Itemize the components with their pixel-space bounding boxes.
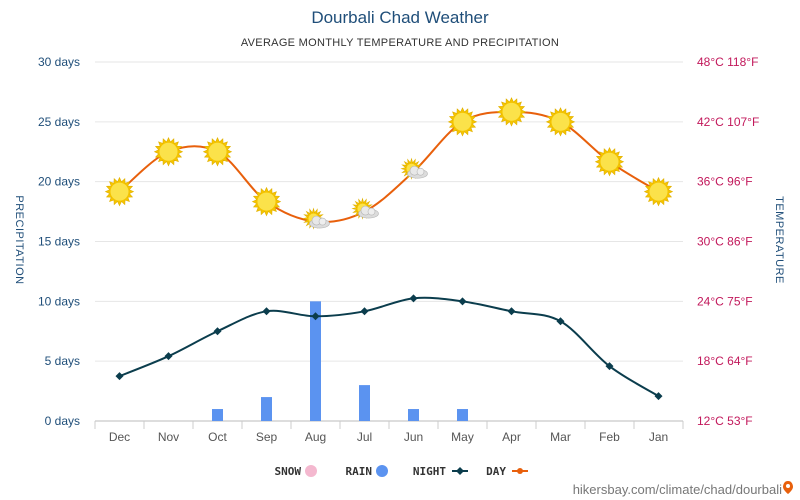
right-axis-ticks: 12°C 53°F 18°C 64°F 24°C 75°F 30°C 86°F 36°C… xyxy=(697,55,759,428)
legend-item-rain[interactable]: RAIN xyxy=(346,465,389,478)
day-temperature-line xyxy=(118,110,660,223)
night-point xyxy=(213,327,222,336)
left-tick-label: 25 days xyxy=(38,115,80,129)
left-tick-label: 10 days xyxy=(38,294,80,308)
left-axis-ticks: 0 days 5 days 10 days 15 days 20 days 25 days… xyxy=(38,55,80,428)
x-tick-label: Jul xyxy=(357,430,372,444)
cloud-puff xyxy=(367,207,376,216)
night-point xyxy=(360,307,369,316)
sun-icon xyxy=(251,186,282,217)
night-point xyxy=(507,307,516,316)
x-tick-label: Apr xyxy=(502,430,521,444)
sun-icon xyxy=(545,107,576,137)
sun-cloud-icon xyxy=(400,157,428,180)
left-tick-label: 5 days xyxy=(45,354,80,368)
right-tick-label: 48°C 118°F xyxy=(697,55,758,69)
legend-item-night[interactable]: NIGHT xyxy=(413,465,468,478)
sun-disc xyxy=(502,102,521,121)
x-tick-label: Feb xyxy=(599,430,620,444)
temperature-lines xyxy=(115,110,663,401)
right-tick-label: 12°C 53°F xyxy=(697,414,753,428)
weather-icons xyxy=(104,97,674,230)
x-tick-label: May xyxy=(451,430,474,444)
rain-bar xyxy=(408,409,419,421)
right-tick-label: 18°C 64°F xyxy=(697,354,753,368)
right-tick-label: 42°C 107°F xyxy=(697,115,759,129)
sun-icon xyxy=(447,107,478,137)
legend-item-day[interactable]: DAY xyxy=(486,465,528,478)
legend: DAY NIGHT RAIN SNOW xyxy=(275,465,528,478)
night-point xyxy=(654,392,663,401)
rain-bar xyxy=(457,409,468,421)
night-point xyxy=(556,317,565,326)
grid-lines xyxy=(94,61,684,429)
right-tick-label: 24°C 75°F xyxy=(697,294,753,308)
source-link[interactable]: hikersbay.com/climate/chad/dourbali xyxy=(573,482,782,497)
x-tick-label: Jun xyxy=(404,430,423,444)
legend-label-night: NIGHT xyxy=(413,465,446,478)
sun-icon xyxy=(496,97,527,127)
x-tick-label: Dec xyxy=(109,430,130,444)
chart-title: Dourbali Chad Weather xyxy=(311,8,489,27)
sun-disc xyxy=(110,182,129,201)
x-tick-label: Aug xyxy=(305,430,326,444)
night-point xyxy=(164,352,173,361)
sun-disc xyxy=(159,142,178,161)
left-tick-label: 15 days xyxy=(38,235,80,249)
sun-icon xyxy=(594,147,625,177)
night-point xyxy=(262,307,271,316)
rain-bar xyxy=(310,301,321,421)
legend-item-snow[interactable]: SNOW xyxy=(275,465,318,478)
legend-label-day: DAY xyxy=(486,465,506,478)
sun-cloud-icon xyxy=(302,207,330,230)
sun-icon xyxy=(104,176,135,207)
x-tick-label: Oct xyxy=(208,430,227,444)
night-point xyxy=(605,362,614,371)
left-axis-title: PRECIPITATION xyxy=(13,195,25,284)
rain-bar xyxy=(261,397,272,421)
sun-disc xyxy=(600,152,619,171)
sun-icon xyxy=(643,176,674,207)
x-tick-label: Sep xyxy=(256,430,278,444)
night-point xyxy=(311,312,320,321)
cloud-puff xyxy=(416,167,425,176)
right-tick-label: 36°C 96°F xyxy=(697,175,753,189)
right-tick-label: 30°C 86°F xyxy=(697,235,753,249)
x-axis-ticks: Jan Feb Mar Apr May Jun Jul Aug Sep Oct Nov Dec xyxy=(109,430,668,444)
legend-label-rain: RAIN xyxy=(346,465,373,478)
sun-icon xyxy=(153,137,184,167)
sun-disc xyxy=(649,182,668,201)
night-point xyxy=(115,372,124,381)
chart-subtitle: AVERAGE MONTHLY TEMPERATURE AND PRECIPIT… xyxy=(241,37,559,49)
sun-disc xyxy=(551,112,570,131)
sun-icon xyxy=(202,137,233,167)
left-tick-label: 30 days xyxy=(38,55,80,69)
night-temperature-line xyxy=(119,296,660,397)
legend-label-snow: SNOW xyxy=(275,465,302,478)
left-tick-label: 0 days xyxy=(45,414,80,428)
rain-bars xyxy=(212,301,468,421)
night-point xyxy=(409,294,418,303)
left-tick-label: 20 days xyxy=(38,175,80,189)
right-axis-title: TEMPERATURE xyxy=(773,196,785,284)
rain-bar xyxy=(359,385,370,421)
sun-disc xyxy=(453,112,472,131)
location-pin-icon xyxy=(783,481,793,494)
x-tick-label: Jan xyxy=(649,430,668,444)
cloud-puff xyxy=(318,217,327,226)
sun-disc xyxy=(208,142,227,161)
night-point xyxy=(458,297,467,306)
rain-bar xyxy=(212,409,223,421)
sun-cloud-icon xyxy=(351,197,379,220)
x-tick-label: Nov xyxy=(158,430,179,444)
x-tick-label: Mar xyxy=(550,430,571,444)
sun-disc xyxy=(257,192,276,211)
source-attribution[interactable]: hikersbay.com/climate/chad/dourbali xyxy=(573,481,793,497)
